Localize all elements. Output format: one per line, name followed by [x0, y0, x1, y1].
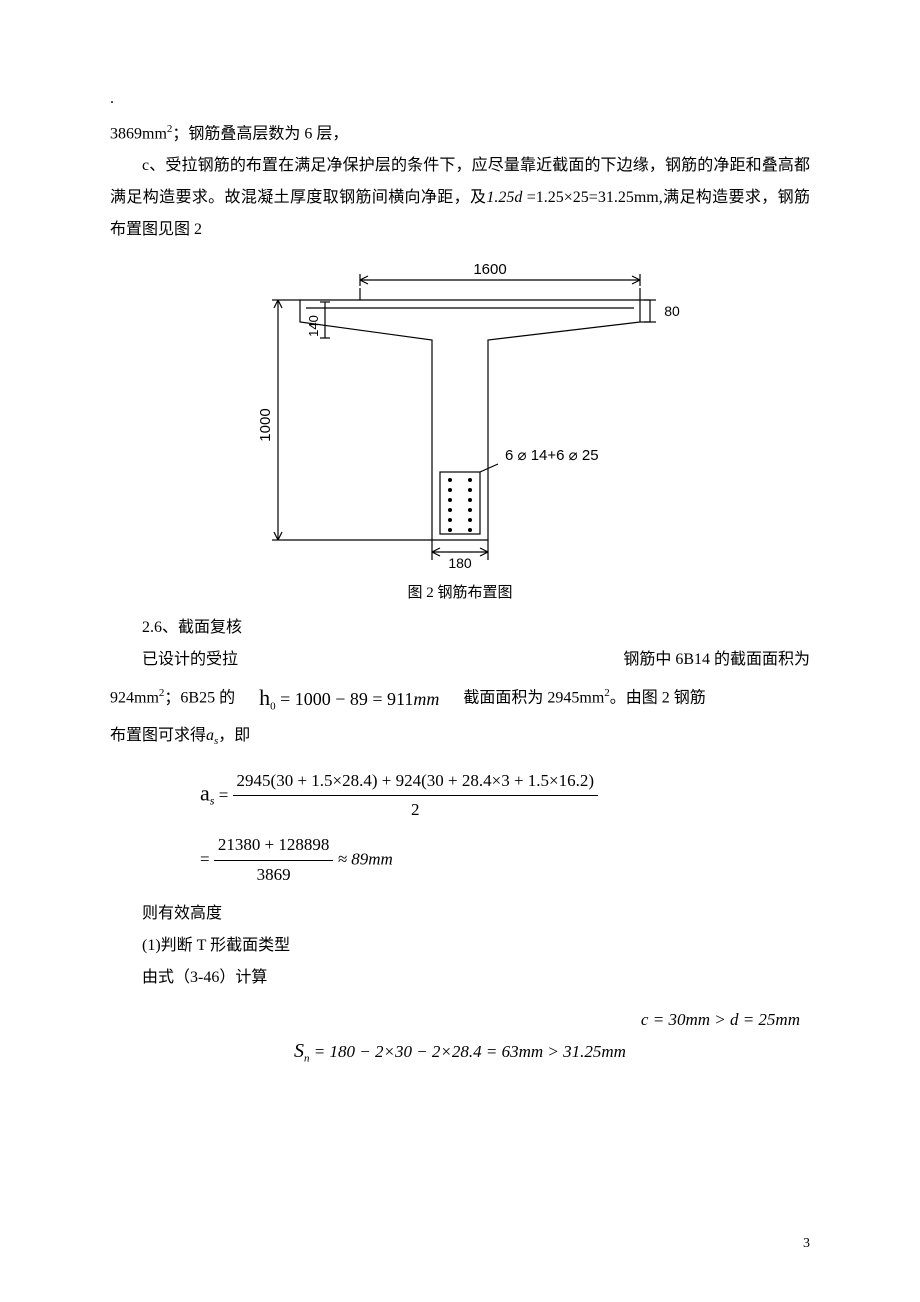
para-6: 则有效高度 [110, 898, 810, 930]
para-1: 3869mm2；钢筋叠高层数为 6 层， [110, 118, 810, 150]
p5-b: ，即 [218, 727, 250, 744]
para-7: (1)判断 T 形截面类型 [110, 930, 810, 962]
h0-eq: h0 = 1000 − 89 = 911mm [259, 676, 439, 720]
p5-a: 布置图可求得 [110, 727, 206, 744]
p2-eq: 1.25d [486, 189, 522, 206]
para-4: 924mm2；6B25 的 h0 = 1000 − 89 = 911mm 截面面… [110, 676, 810, 720]
page-number: 3 [803, 1236, 810, 1252]
p4-r2: 。由图 2 钢筋 [610, 689, 706, 706]
fig-180: 180 [448, 555, 472, 570]
as-formula: as = 2945(30 + 1.5×28.4) + 924(30 + 28.4… [200, 767, 810, 891]
sec-2-6: 2.6、截面复核 [110, 612, 810, 644]
fig-140: 140 [306, 315, 321, 337]
p1-b: ；钢筋叠高层数为 6 层， [172, 125, 348, 142]
page: . 3869mm2；钢筋叠高层数为 6 层， c、受拉钢筋的布置在满足净保护层的… [0, 0, 920, 1302]
p4-r: 截面面积为 2945mm [463, 689, 604, 706]
eq-sn: Sn = 180 − 2×30 − 2×28.4 = 63mm > 31.25m… [110, 1040, 810, 1064]
para-3: 已设计的受拉 钢筋中 6B14 的截面面积为 [110, 644, 810, 676]
p4-l2: ；6B25 的 [164, 689, 235, 706]
header-dot: . [110, 90, 114, 108]
para-2: c、受拉钢筋的布置在满足净保护层的条件下，应尽量靠近截面的下边缘，钢筋的净距和叠… [110, 150, 810, 246]
fig-1000: 1000 [257, 409, 274, 442]
p3-left: 已设计的受拉 [110, 644, 238, 676]
eq-c: c = 30mm > d = 25mm [110, 1010, 810, 1030]
fig-top-dim: 1600 [473, 261, 506, 278]
figure-2: 1600 80 140 [110, 260, 810, 602]
p1-a: 3869mm [110, 125, 167, 142]
p3-right: 钢筋中 6B14 的截面面积为 [623, 644, 810, 676]
fig-right-dim: 80 [664, 303, 680, 319]
p4-l1: 924mm [110, 689, 159, 706]
figure-caption: 图 2 钢筋布置图 [110, 581, 810, 602]
para-8: 由式（3-46）计算 [110, 962, 810, 994]
fig-rebar-label: 6 ⌀ 14+6 ⌀ 25 [505, 447, 599, 464]
fig-svg: 1600 80 140 [240, 260, 680, 570]
para-5: 布置图可求得as，即 [110, 720, 810, 752]
